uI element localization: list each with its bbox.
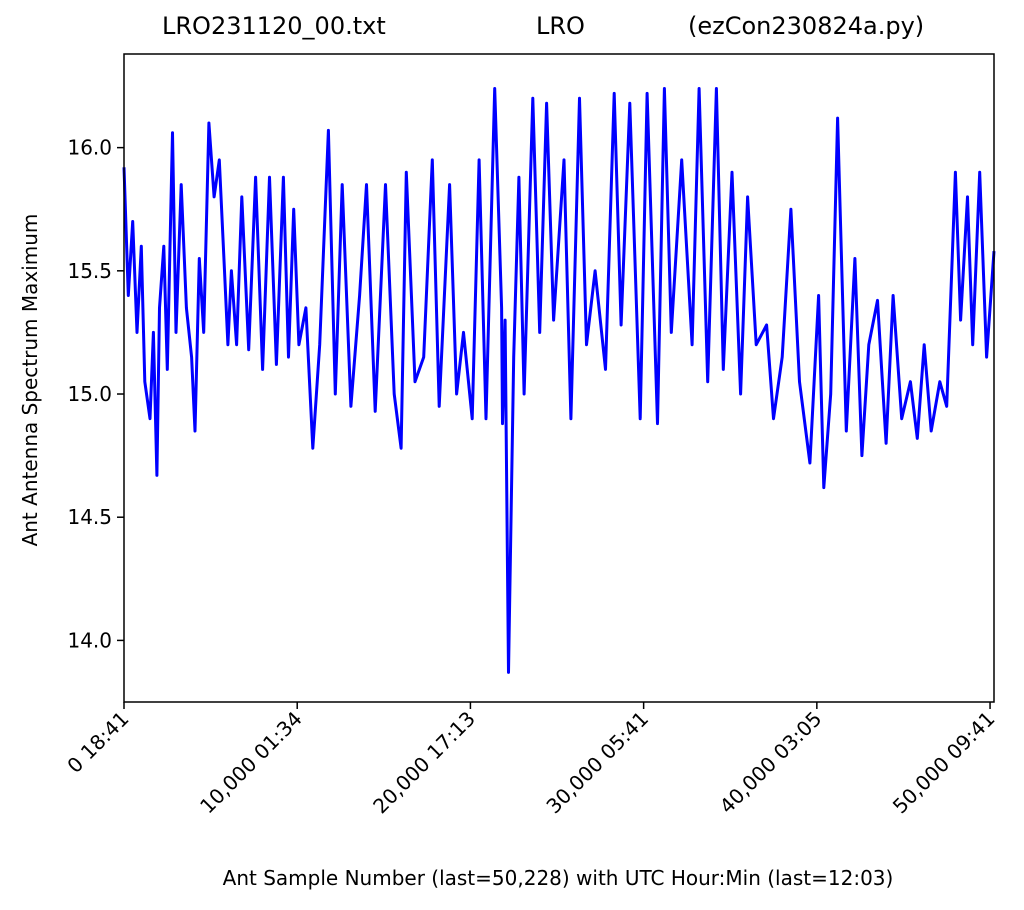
chart-title-filename: LRO231120_00.txt: [162, 12, 386, 40]
x-tick-label-1: 10,000 01:34: [195, 707, 307, 819]
y-axis-label: Ant Antenna Spectrum Maximum: [18, 213, 42, 547]
y-tick-label-3: 15.5: [67, 259, 112, 283]
y-tick-label-1: 14.5: [67, 505, 112, 529]
x-axis-label: Ant Sample Number (last=50,228) with UTC…: [222, 866, 894, 890]
x-tick-label-4: 40,000 03:05: [715, 707, 827, 819]
y-tick-label-4: 16.0: [67, 136, 112, 160]
plot-area: [122, 87, 996, 674]
plot-frame: [123, 53, 995, 703]
x-tick-label-2: 20,000 17:13: [368, 707, 480, 819]
x-tick-label-0: 0 18:41: [62, 707, 133, 778]
y-tick-label-0: 14.0: [67, 628, 112, 652]
chart-title-script: (ezCon230824a.py): [688, 12, 925, 40]
x-tick-label-3: 30,000 05:41: [541, 707, 653, 819]
y-tick-label-2: 15.0: [67, 382, 112, 406]
series-line-0: [122, 87, 996, 674]
x-tick-label-5: 50,000 09:41: [888, 707, 1000, 819]
x-axis: 0 18:41 10,000 01:34 20,000 17:13 30,000 05…: [62, 702, 1000, 819]
chart-title-station: LRO: [536, 12, 585, 40]
y-axis: 14.0 14.5 15.0 15.5 16.0: [67, 136, 124, 652]
